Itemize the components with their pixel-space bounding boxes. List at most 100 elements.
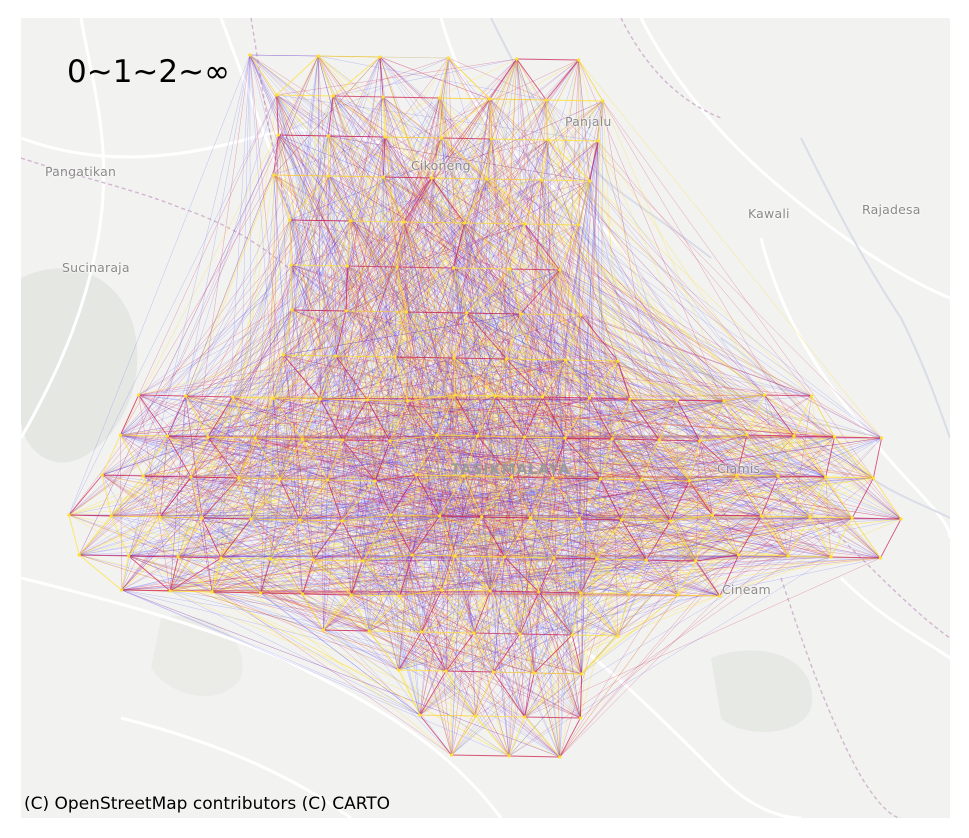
terrain-patch (711, 650, 813, 732)
od-edge (541, 179, 561, 758)
grid-edge (600, 478, 642, 481)
admin-boundary (780, 577, 902, 818)
od-edge (416, 474, 597, 560)
od-edge (445, 558, 598, 672)
od-edge (362, 520, 671, 562)
grid-edge (453, 357, 496, 397)
od-edge (250, 518, 831, 558)
od-edge (292, 138, 492, 311)
od-edge (552, 477, 739, 556)
od-edge (464, 222, 505, 558)
od-edge (421, 436, 835, 633)
od-edge (128, 312, 467, 557)
od-edge (212, 518, 580, 593)
od-edge (121, 139, 549, 591)
od-edge (341, 436, 525, 522)
od-edge (335, 355, 525, 438)
od-edge (289, 219, 779, 477)
od-edge (290, 264, 812, 397)
grid-edge (313, 559, 363, 562)
od-edge (120, 176, 384, 436)
od-edge (384, 136, 465, 477)
od-edge (362, 560, 422, 633)
od-edge (143, 475, 400, 597)
grid-edge (138, 394, 186, 397)
od-edge (317, 55, 352, 596)
grid-edge (290, 264, 348, 267)
od-edge (524, 436, 882, 439)
grid-edge (441, 137, 492, 140)
network-node (345, 264, 349, 268)
od-edge (439, 515, 630, 595)
od-edge (260, 355, 337, 594)
od-edge (170, 590, 581, 594)
od-edge (475, 516, 811, 717)
od-edge (169, 268, 511, 592)
od-edge (190, 265, 348, 478)
od-edge (466, 312, 631, 400)
od-edge (516, 58, 590, 399)
grid-edge (407, 394, 455, 402)
od-edge (374, 99, 547, 482)
grid-edge (580, 592, 619, 637)
od-edge (559, 224, 579, 758)
od-edge (159, 57, 449, 518)
od-edge (102, 474, 324, 631)
od-edge (350, 221, 405, 596)
od-edge (362, 517, 853, 562)
od-edge (333, 95, 579, 226)
od-edge (419, 478, 601, 716)
od-edge (289, 219, 874, 479)
od-edge (102, 474, 505, 558)
od-edge (379, 56, 826, 478)
grid-edge (389, 434, 437, 442)
od-edge (383, 176, 456, 557)
grid-edge (629, 398, 678, 401)
od-edge (367, 399, 853, 519)
od-edge (421, 516, 811, 633)
od-edge (394, 356, 421, 716)
network-node (502, 555, 507, 559)
od-edge (559, 269, 725, 402)
od-edge (290, 264, 647, 561)
grid-edge (541, 139, 549, 181)
od-edge (486, 178, 690, 482)
od-edge (283, 55, 319, 356)
od-edge (323, 477, 553, 631)
od-edge (448, 57, 835, 438)
od-edge (291, 309, 400, 597)
od-edge (273, 58, 517, 399)
network-node (580, 672, 584, 676)
grid-edge (506, 358, 566, 361)
od-edge (445, 476, 512, 672)
od-edge (318, 55, 874, 479)
grid-edge (282, 309, 293, 356)
od-edge (578, 224, 738, 476)
od-edge (382, 96, 409, 402)
network-node (510, 475, 514, 479)
od-edge (220, 269, 560, 559)
od-edge (407, 400, 442, 591)
od-edge (699, 440, 713, 516)
od-edge (327, 136, 386, 481)
grid-edge (368, 595, 401, 632)
map-canvas[interactable]: Pangatikan Sucinaraja Kawali Rajadesa Pa… (21, 18, 950, 818)
od-edge (439, 97, 525, 438)
grid-edge (645, 559, 679, 596)
od-edge (493, 358, 507, 673)
grid-edge (508, 716, 526, 757)
od-edge (676, 399, 713, 516)
od-edge (79, 177, 432, 556)
od-edge (302, 438, 531, 519)
od-edge (279, 59, 579, 480)
od-edge (302, 312, 467, 440)
od-edge (559, 100, 604, 758)
grid-edge (760, 515, 789, 557)
od-edge (185, 174, 274, 397)
od-edge (368, 136, 386, 632)
od-edge (323, 395, 496, 631)
od-edge (439, 97, 452, 756)
od-edge (143, 135, 329, 477)
od-edge (489, 98, 679, 596)
od-edge (167, 309, 293, 437)
